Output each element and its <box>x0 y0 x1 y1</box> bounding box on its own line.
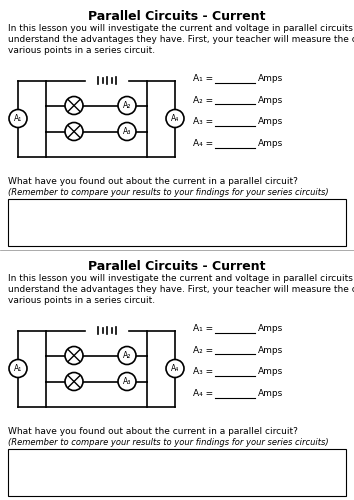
Circle shape <box>9 360 27 378</box>
Text: In this lesson you will investigate the current and voltage in parallel circuits: In this lesson you will investigate the … <box>8 24 354 55</box>
Text: A₁: A₁ <box>14 114 22 123</box>
Circle shape <box>65 96 83 114</box>
Text: A₂ =: A₂ = <box>193 96 216 104</box>
Text: A₂: A₂ <box>123 351 131 360</box>
Text: Amps: Amps <box>258 389 283 398</box>
Text: Amps: Amps <box>258 346 283 354</box>
Text: A₃: A₃ <box>123 127 131 136</box>
Text: A₂ =: A₂ = <box>193 346 216 354</box>
Bar <box>8 199 346 246</box>
Text: A₄ =: A₄ = <box>193 389 216 398</box>
Text: A₁ =: A₁ = <box>193 324 216 333</box>
Text: Amps: Amps <box>258 139 283 148</box>
Text: (Remember to compare your results to your findings for your series circuits): (Remember to compare your results to you… <box>8 188 329 197</box>
Text: A₄: A₄ <box>171 364 179 373</box>
Text: Parallel Circuits - Current: Parallel Circuits - Current <box>88 10 266 23</box>
Text: Amps: Amps <box>258 118 283 126</box>
Circle shape <box>118 372 136 390</box>
Circle shape <box>118 96 136 114</box>
Circle shape <box>65 346 83 364</box>
Text: A₄ =: A₄ = <box>193 139 216 148</box>
Text: A₁: A₁ <box>14 364 22 373</box>
Text: A₂: A₂ <box>123 101 131 110</box>
Text: A₄: A₄ <box>171 114 179 123</box>
Text: In this lesson you will investigate the current and voltage in parallel circuits: In this lesson you will investigate the … <box>8 274 354 305</box>
Text: What have you found out about the current in a parallel circuit?: What have you found out about the curren… <box>8 427 298 436</box>
Text: Amps: Amps <box>258 96 283 104</box>
Text: Amps: Amps <box>258 324 283 333</box>
Text: Parallel Circuits - Current: Parallel Circuits - Current <box>88 260 266 273</box>
Circle shape <box>65 122 83 140</box>
Circle shape <box>65 372 83 390</box>
Text: A₃: A₃ <box>123 377 131 386</box>
Text: What have you found out about the current in a parallel circuit?: What have you found out about the curren… <box>8 177 298 186</box>
Circle shape <box>9 110 27 128</box>
Bar <box>8 449 346 496</box>
Circle shape <box>118 122 136 140</box>
Circle shape <box>118 346 136 364</box>
Circle shape <box>166 110 184 128</box>
Text: A₁ =: A₁ = <box>193 74 216 83</box>
Circle shape <box>166 360 184 378</box>
Text: A₃ =: A₃ = <box>193 368 216 376</box>
Text: (Remember to compare your results to your findings for your series circuits): (Remember to compare your results to you… <box>8 438 329 447</box>
Text: Amps: Amps <box>258 74 283 83</box>
Text: Amps: Amps <box>258 368 283 376</box>
Text: A₃ =: A₃ = <box>193 118 216 126</box>
